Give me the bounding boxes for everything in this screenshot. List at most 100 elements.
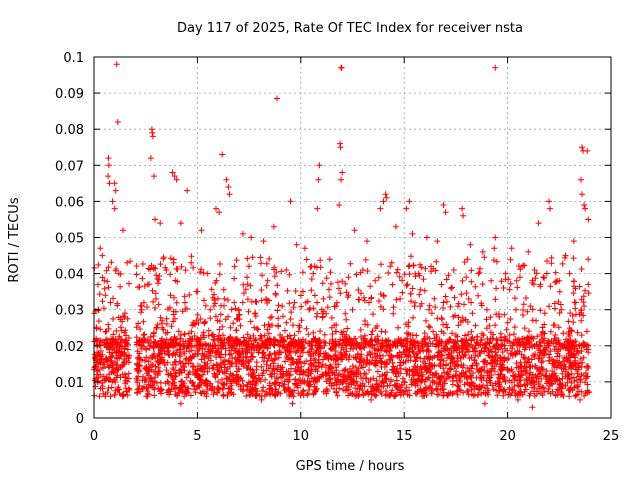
data-point: [453, 344, 460, 351]
data-point: [445, 272, 452, 279]
data-point: [443, 341, 450, 348]
data-point: [354, 368, 361, 374]
data-point: [163, 315, 170, 322]
data-point: [578, 176, 584, 183]
data-point: [345, 392, 352, 399]
data-point: [443, 298, 450, 305]
data-point: [101, 277, 108, 284]
data-point: [417, 347, 424, 354]
data-point: [152, 339, 159, 346]
data-point: [212, 300, 219, 307]
data-point: [522, 359, 529, 366]
data-point: [433, 258, 440, 265]
data-point: [571, 374, 577, 381]
data-point: [277, 342, 283, 349]
data-point: [166, 352, 173, 359]
data-point: [285, 341, 292, 348]
data-point: [116, 342, 123, 349]
data-point: [178, 378, 184, 385]
data-point: [219, 342, 226, 349]
data-point: [145, 367, 152, 374]
data-point: [383, 342, 390, 349]
data-point: [306, 348, 313, 355]
data-point: [527, 363, 534, 370]
data-point: [301, 360, 308, 367]
data-point: [566, 393, 573, 400]
data-point: [298, 344, 305, 351]
data-point: [397, 392, 404, 399]
data-point: [552, 378, 559, 385]
data-point: [359, 387, 366, 394]
data-point: [120, 391, 127, 398]
data-point: [304, 378, 311, 384]
data-point: [117, 339, 124, 346]
data-point: [460, 389, 467, 396]
data-point: [312, 386, 319, 393]
data-point: [298, 390, 305, 397]
data-point: [300, 336, 307, 343]
data-point: [99, 274, 106, 281]
data-point: [340, 339, 347, 346]
data-point: [537, 281, 544, 288]
data-point: [513, 341, 520, 348]
data-point: [535, 220, 542, 227]
data-point: [133, 263, 140, 269]
data-point: [141, 331, 148, 338]
data-point: [115, 270, 122, 277]
data-point: [417, 286, 424, 293]
data-point: [211, 370, 218, 377]
data-point: [483, 306, 490, 313]
data-point: [283, 319, 290, 326]
data-point: [524, 376, 531, 383]
data-point: [105, 264, 112, 271]
data-point: [367, 383, 374, 390]
data-point: [157, 356, 164, 363]
data-point: [416, 291, 423, 298]
data-point: [537, 349, 544, 356]
data-point: [192, 389, 199, 396]
data-point: [455, 383, 462, 390]
data-point: [500, 285, 507, 291]
data-point: [152, 290, 159, 297]
data-point: [409, 230, 416, 237]
data-point: [102, 292, 109, 299]
data-point: [423, 234, 430, 241]
data-point: [562, 383, 569, 389]
data-point: [168, 336, 175, 343]
data-point: [251, 324, 258, 331]
data-point: [246, 335, 253, 342]
data-point: [105, 284, 112, 291]
data-point: [468, 299, 475, 306]
data-point: [174, 266, 181, 273]
data-point: [469, 310, 476, 317]
data-point: [265, 321, 272, 328]
data-point: [247, 282, 254, 289]
data-point: [305, 366, 312, 373]
data-point: [122, 310, 128, 317]
data-point: [190, 264, 197, 271]
data-point: [178, 263, 185, 270]
data-point: [440, 321, 447, 328]
data-point: [454, 382, 461, 389]
data-point: [523, 295, 529, 301]
data-point: [572, 305, 579, 312]
data-point: [490, 343, 497, 350]
data-point: [287, 371, 294, 378]
data-point: [443, 276, 450, 283]
data-point: [382, 337, 389, 344]
data-point: [252, 391, 259, 398]
data-point: [152, 265, 159, 272]
data-point: [298, 317, 305, 324]
data-point: [538, 359, 545, 366]
data-point: [101, 285, 108, 292]
data-point: [359, 267, 366, 273]
data-point: [551, 300, 558, 307]
data-point: [105, 173, 112, 180]
data-point: [410, 314, 416, 321]
data-point: [578, 307, 585, 313]
data-point: [581, 202, 588, 208]
data-point: [116, 390, 123, 396]
data-point: [585, 281, 592, 288]
data-point: [179, 382, 186, 389]
data-point: [577, 377, 584, 383]
